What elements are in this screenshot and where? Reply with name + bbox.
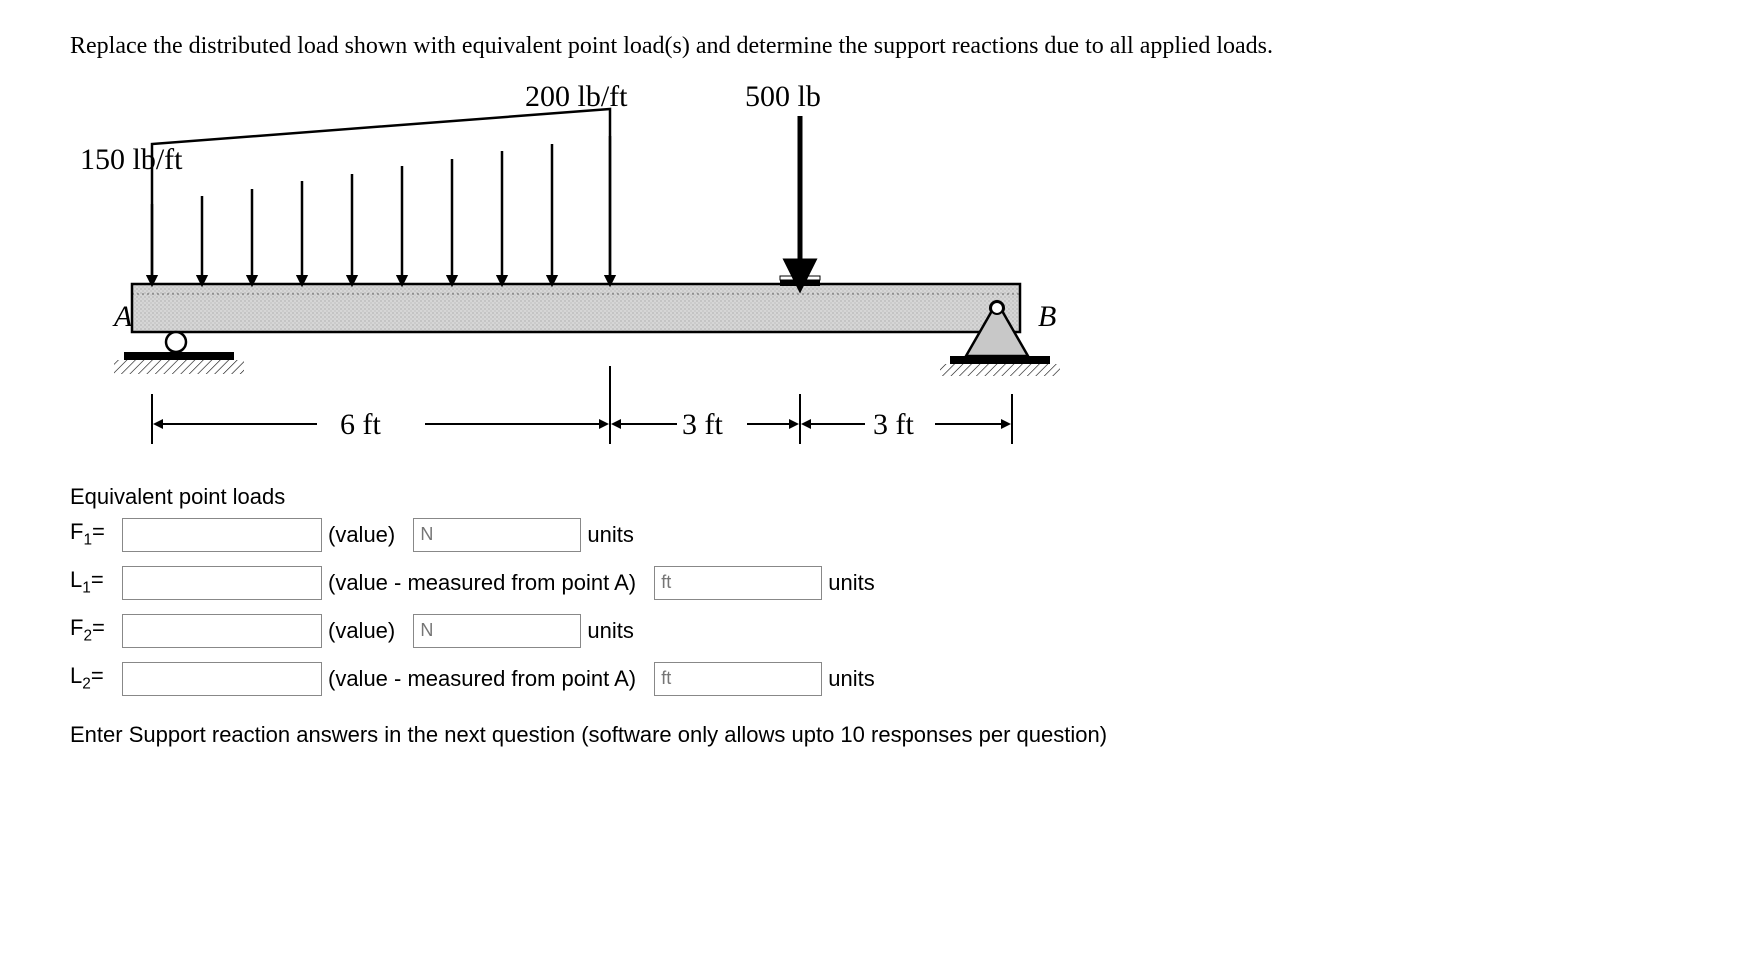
label-l2: L2= (70, 663, 116, 693)
distributed-load-outline (152, 109, 610, 284)
dim-span3: 3 ft (873, 408, 914, 441)
input-l1-value[interactable] (122, 566, 322, 600)
input-l2-unit[interactable] (654, 662, 822, 696)
distributed-load-arrows (152, 136, 610, 281)
hint-f2: (value) (328, 618, 395, 644)
input-f1-unit[interactable] (413, 518, 581, 552)
hint-l2: (value - measured from point A) (328, 666, 636, 692)
label-l1: L1= (70, 567, 116, 597)
hint-l1: (value - measured from point A) (328, 570, 636, 596)
label-f2: F2= (70, 615, 116, 645)
support-b-label: B (1038, 300, 1056, 333)
support-a (114, 332, 244, 374)
input-f1-value[interactable] (122, 518, 322, 552)
row-l2: L2= (value - measured from point A) unit… (70, 662, 1673, 696)
input-l2-value[interactable] (122, 662, 322, 696)
label-f1: F1= (70, 519, 116, 549)
units-label-f1: units (587, 522, 633, 548)
support-a-label: A (112, 300, 133, 333)
beam-svg: 150 lb/ft 200 lb/ft 500 lb A B 6 ft 3 ft (80, 84, 1120, 474)
beam-body (132, 284, 1020, 332)
row-f2: F2= (value) units (70, 614, 1673, 648)
beam-diagram: 150 lb/ft 200 lb/ft 500 lb A B 6 ft 3 ft (80, 84, 1120, 474)
answer-form: Equivalent point loads F1= (value) units… (70, 484, 1673, 696)
section-title: Equivalent point loads (70, 484, 1673, 510)
dim-span1: 6 ft (340, 408, 381, 441)
units-label-l2: units (828, 666, 874, 692)
hint-f1: (value) (328, 522, 395, 548)
input-l1-unit[interactable] (654, 566, 822, 600)
question-prompt: Replace the distributed load shown with … (70, 30, 1673, 64)
units-label-l1: units (828, 570, 874, 596)
label-point-load: 500 lb (745, 84, 821, 113)
row-l1: L1= (value - measured from point A) unit… (70, 566, 1673, 600)
label-w-right: 200 lb/ft (525, 84, 628, 113)
input-f2-value[interactable] (122, 614, 322, 648)
footer-note: Enter Support reaction answers in the ne… (70, 722, 1673, 748)
input-f2-unit[interactable] (413, 614, 581, 648)
label-w-left: 150 lb/ft (80, 143, 183, 176)
point-load-plate (780, 280, 820, 286)
row-f1: F1= (value) units (70, 518, 1673, 552)
dim-span2: 3 ft (682, 408, 723, 441)
units-label-f2: units (587, 618, 633, 644)
